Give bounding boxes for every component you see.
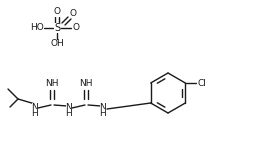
Text: OH: OH [50, 39, 64, 49]
Text: N: N [66, 103, 72, 111]
Text: HO: HO [30, 24, 44, 32]
Text: O: O [54, 7, 61, 17]
Text: O: O [69, 8, 76, 17]
Text: NH: NH [45, 80, 59, 89]
Text: N: N [100, 103, 106, 111]
Text: H: H [32, 108, 38, 118]
Text: H: H [66, 108, 72, 118]
Text: H: H [100, 108, 106, 118]
Text: S: S [54, 23, 60, 33]
Text: O: O [73, 24, 80, 32]
Text: NH: NH [79, 80, 93, 89]
Text: Cl: Cl [198, 79, 207, 87]
Text: N: N [32, 103, 38, 111]
